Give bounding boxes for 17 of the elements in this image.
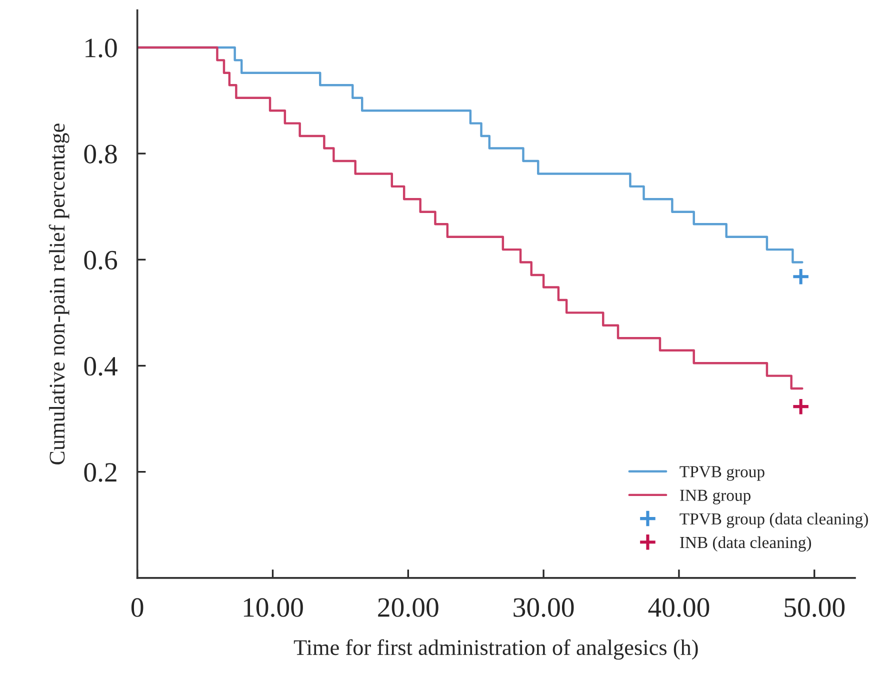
y-tick-label: 0.2 — [84, 462, 116, 482]
legend-label: TPVB group (data cleaning) — [680, 512, 868, 528]
x-tick-label: 20.00 — [378, 598, 438, 618]
y-axis-title: Cumulative non-pain relief percentage — [48, 124, 70, 464]
x-tick-label: 0 — [131, 598, 144, 617]
legend-label: INB (data cleaning) — [680, 536, 812, 552]
x-tick-label: 10.00 — [244, 598, 303, 618]
legend-label: INB group — [680, 490, 750, 504]
legend-label: TPVB group — [680, 466, 764, 481]
x-tick-label: 30.00 — [514, 598, 574, 618]
x-axis-title: Time for first administration of analgesics (h) — [294, 639, 698, 660]
x-tick-label: 50.00 — [784, 598, 845, 618]
y-tick-label: 0.4 — [84, 356, 118, 376]
y-tick-label: 0.6 — [84, 250, 118, 270]
y-tick-label: 0.8 — [84, 144, 117, 164]
y-tick-label: 1.0 — [86, 38, 117, 58]
x-tick-label: 40.00 — [648, 598, 710, 618]
